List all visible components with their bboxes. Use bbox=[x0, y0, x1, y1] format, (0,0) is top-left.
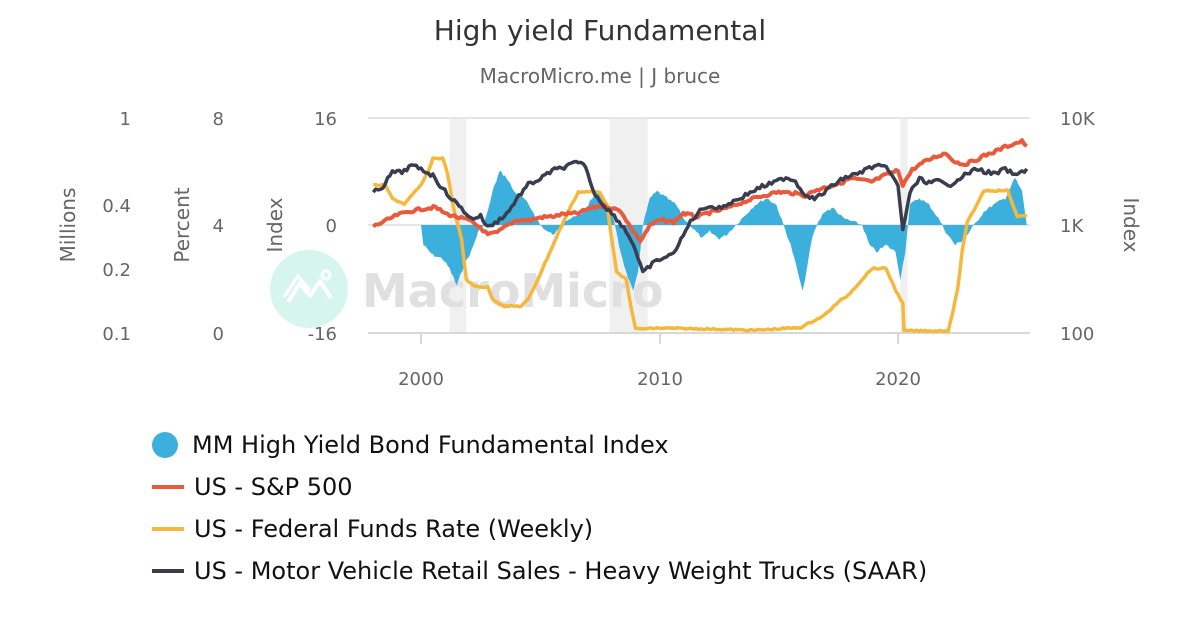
y-tick: 4 bbox=[213, 216, 224, 237]
y-tick: 0 bbox=[326, 216, 337, 237]
series-sp500-line bbox=[371, 138, 1028, 244]
legend-item-trucks[interactable]: US - Motor Vehicle Retail Sales - Heavy … bbox=[152, 550, 927, 592]
y-tick: 1K bbox=[1060, 216, 1084, 237]
legend-item-sp500[interactable]: US - S&P 500 bbox=[152, 466, 927, 508]
y-axis-percent-title: Percent bbox=[170, 187, 194, 262]
series-trucks-line bbox=[371, 159, 1029, 274]
y-axis-index-left-title: Index bbox=[263, 197, 287, 252]
y-tick: 1 bbox=[120, 109, 131, 130]
y-axis-percent: Percent 8 4 0 bbox=[170, 109, 224, 345]
x-tick-2000: 2000 bbox=[398, 369, 444, 390]
chart-plot: MacroMicro 2000 2010 2020 Millions 1 0.4… bbox=[56, 109, 1143, 390]
legend-item-high-yield[interactable]: MM High Yield Bond Fundamental Index bbox=[152, 424, 927, 466]
line-marker-icon bbox=[152, 569, 184, 573]
line-marker-icon bbox=[152, 485, 184, 489]
chart-title: High yield Fundamental bbox=[433, 14, 767, 47]
legend-item-fed-funds[interactable]: US - Federal Funds Rate (Weekly) bbox=[152, 508, 927, 550]
legend-label: US - Motor Vehicle Retail Sales - Heavy … bbox=[194, 557, 928, 585]
chart-subtitle: MacroMicro.me | J bruce bbox=[479, 64, 721, 88]
y-axis-index-right: 10K 1K 100 Index bbox=[1060, 109, 1143, 345]
legend-label: US - Federal Funds Rate (Weekly) bbox=[194, 515, 594, 543]
y-tick: 0 bbox=[213, 324, 224, 345]
y-tick: 0.2 bbox=[102, 260, 131, 281]
y-axis-millions-title: Millions bbox=[56, 188, 80, 263]
legend: MM High Yield Bond Fundamental Index US … bbox=[152, 424, 927, 592]
y-axis-index-right-title: Index bbox=[1119, 197, 1143, 252]
series-fed-funds-line bbox=[373, 156, 1028, 334]
legend-label: US - S&P 500 bbox=[194, 473, 353, 501]
y-axis-millions: Millions 1 0.4 0.2 0.1 bbox=[56, 109, 131, 345]
legend-label: MM High Yield Bond Fundamental Index bbox=[192, 431, 669, 459]
y-tick: 0.1 bbox=[102, 324, 131, 345]
y-tick: 100 bbox=[1060, 324, 1094, 345]
y-tick: 8 bbox=[213, 109, 224, 130]
y-tick: -16 bbox=[308, 324, 337, 345]
y-axis-index-left: Index 16 0 -16 bbox=[263, 109, 337, 345]
y-tick: 10K bbox=[1060, 109, 1096, 130]
y-tick: 0.4 bbox=[102, 196, 131, 217]
watermark: MacroMicro bbox=[270, 250, 663, 328]
y-tick: 16 bbox=[314, 109, 337, 130]
x-tick-2010: 2010 bbox=[637, 369, 683, 390]
circle-marker-icon bbox=[152, 432, 178, 458]
series-high-yield-area bbox=[421, 170, 1027, 291]
x-tick-2020: 2020 bbox=[875, 369, 921, 390]
watermark-text: MacroMicro bbox=[362, 264, 663, 318]
line-marker-icon bbox=[152, 527, 184, 531]
x-axis: 2000 2010 2020 bbox=[398, 333, 921, 390]
